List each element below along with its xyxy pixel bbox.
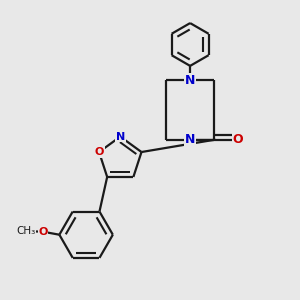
Text: O: O (38, 227, 48, 237)
Text: CH₃: CH₃ (16, 226, 36, 236)
Text: O: O (233, 133, 243, 146)
Text: N: N (185, 133, 195, 146)
Text: N: N (185, 74, 195, 87)
Text: N: N (116, 132, 125, 142)
Text: O: O (94, 147, 104, 157)
